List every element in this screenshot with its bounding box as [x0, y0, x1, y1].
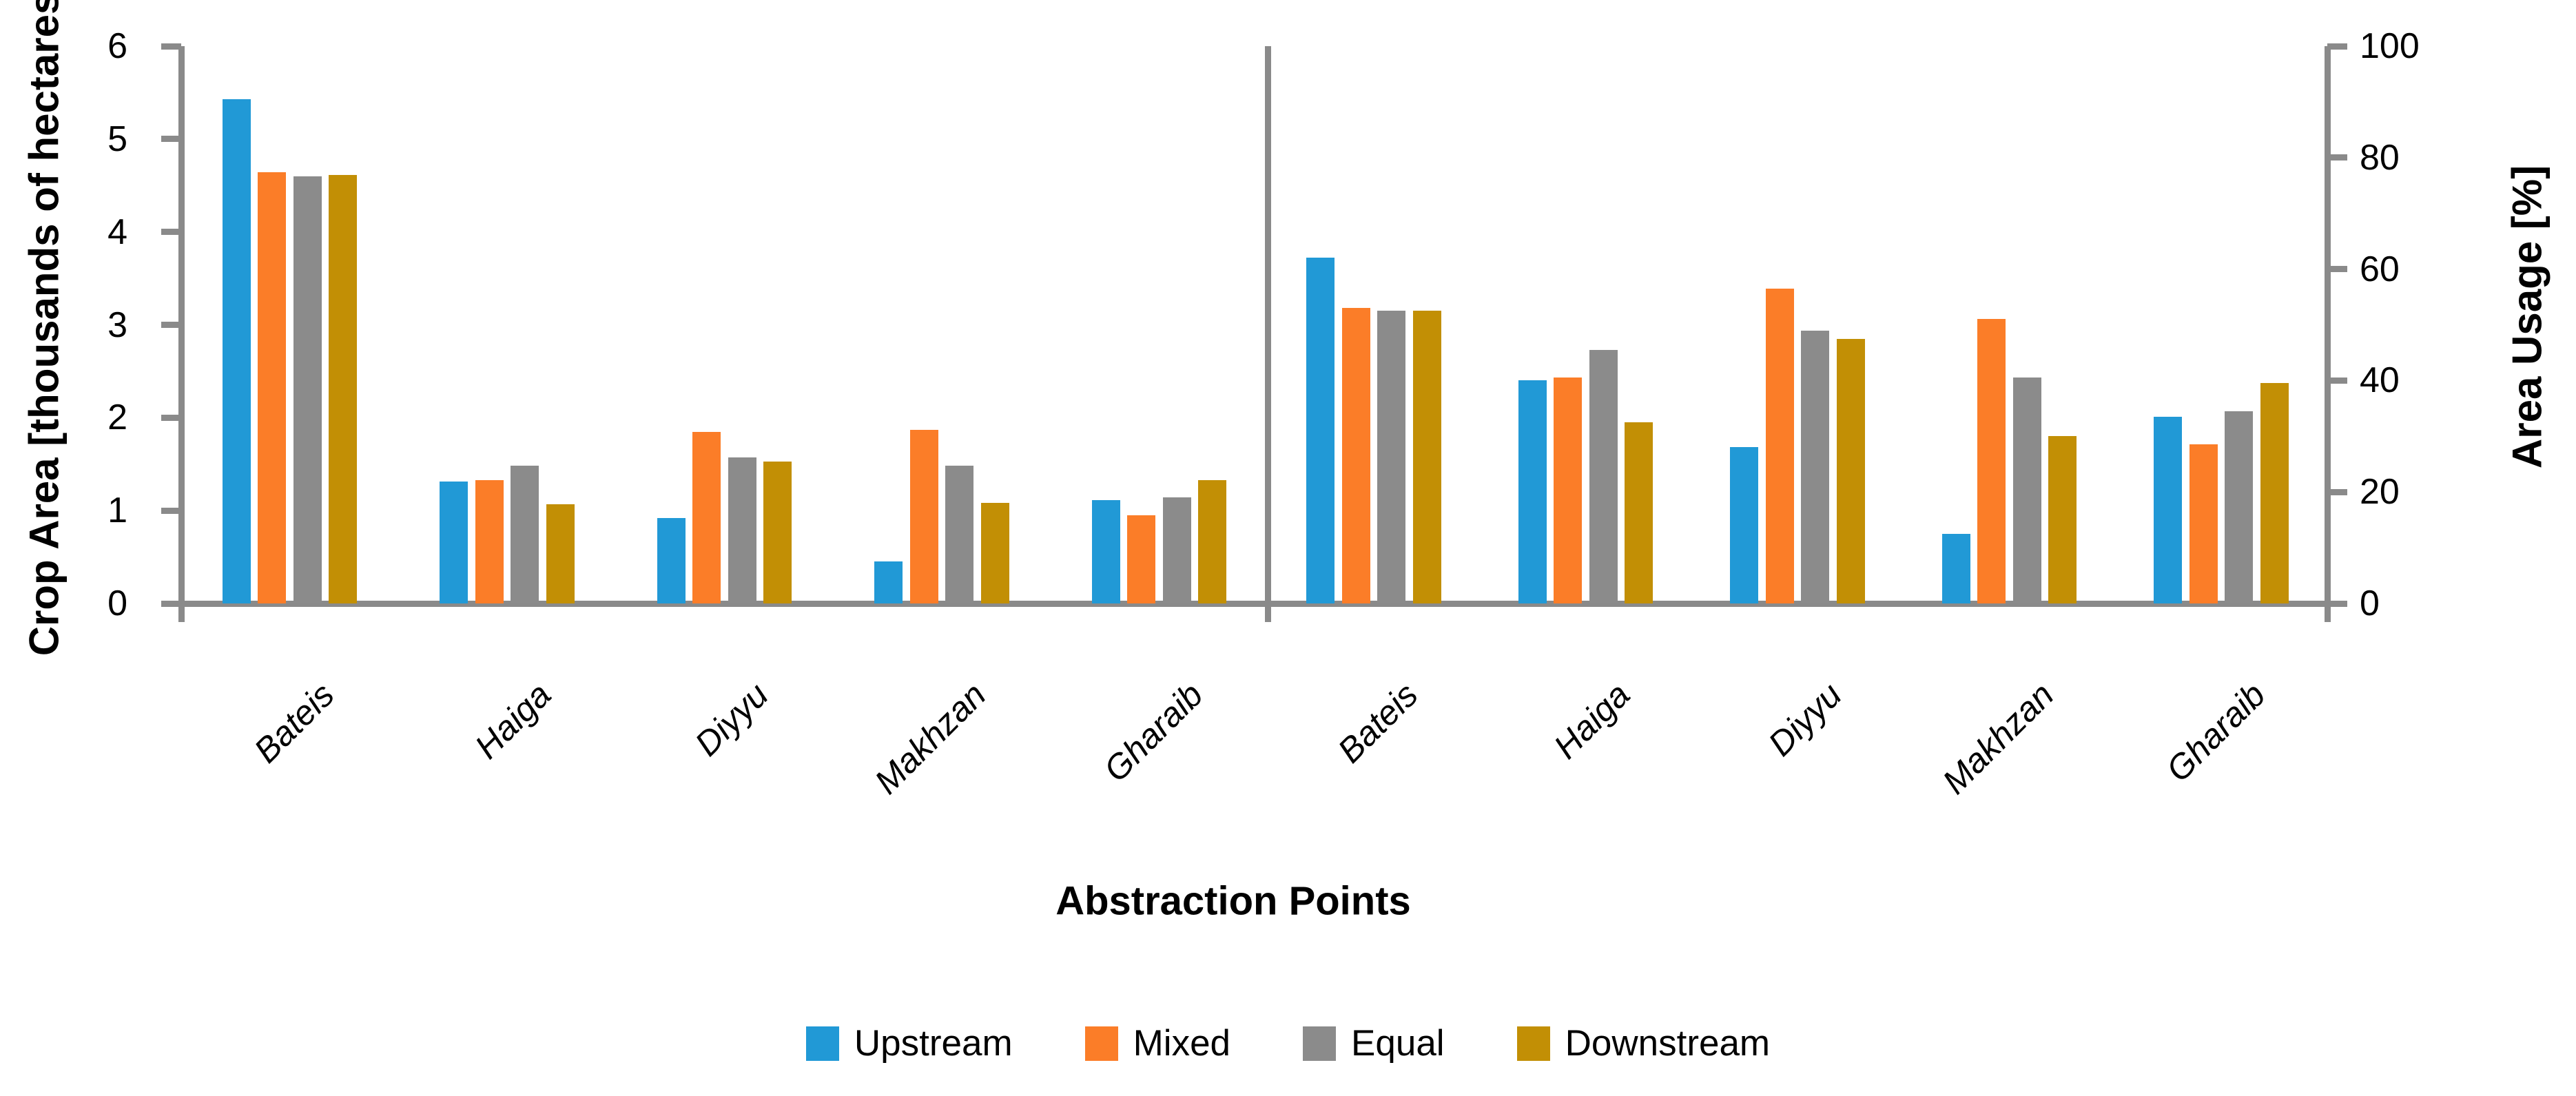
bar-mixed-haiga	[1554, 378, 1583, 603]
left-axis-tick	[161, 136, 181, 143]
legend-label: Downstream	[1565, 1023, 1771, 1064]
bar-equal-bateis	[293, 176, 322, 603]
x-axis-line	[161, 600, 2347, 607]
left-y-tick-label: 0	[107, 583, 127, 623]
x-axis-title: Abstraction Points	[1055, 878, 1411, 924]
bar-equal-bateis	[1377, 311, 1406, 603]
bar-upstream-bateis	[222, 99, 251, 603]
bar-upstream-gharaib	[2154, 416, 2183, 603]
right-y-tick-label: 40	[2360, 360, 2400, 401]
left-y-tick-label: 4	[107, 211, 127, 252]
legend-label: Equal	[1351, 1023, 1445, 1064]
bar-mixed-haiga	[475, 479, 504, 603]
bar-mixed-makhzan	[909, 429, 938, 603]
right-y-tick-label: 80	[2360, 137, 2400, 178]
left-y-axis-title: Crop Area [thousands of hectares]	[21, 0, 68, 656]
legend-swatch-icon	[1303, 1026, 1337, 1061]
category-label: Gharaib	[2158, 675, 2273, 789]
left-y-tick-label: 5	[107, 118, 127, 159]
legend-item-upstream: Upstream	[805, 1023, 1013, 1064]
bar-upstream-makhzan	[1941, 533, 1970, 603]
category-label: Haiga	[1546, 675, 1638, 767]
panel-divider-line	[1264, 46, 1271, 622]
bar-mixed-diyyu	[1765, 288, 1794, 603]
bar-upstream-gharaib	[1091, 500, 1120, 603]
bar-upstream-diyyu	[657, 517, 686, 603]
bar-upstream-diyyu	[1730, 447, 1759, 603]
right-y-tick-label: 60	[2360, 249, 2400, 289]
bar-equal-haiga	[511, 466, 539, 603]
bar-downstream-haiga	[1625, 422, 1653, 603]
legend-item-equal: Equal	[1303, 1025, 1445, 1062]
right-y-tick-label: 0	[2360, 583, 2380, 623]
left-axis-tick	[161, 229, 181, 236]
legend-swatch-icon	[1516, 1026, 1550, 1061]
legend-label: Upstream	[854, 1023, 1013, 1064]
bar-downstream-gharaib	[1198, 479, 1227, 603]
left-axis-tick	[161, 322, 181, 328]
category-label: Makhzan	[1935, 675, 2061, 802]
right-axis-tick	[2327, 488, 2347, 495]
left-y-tick-label: 2	[107, 397, 127, 438]
right-y-tick-label: 20	[2360, 472, 2400, 513]
bar-downstream-makhzan	[2048, 436, 2077, 603]
bar-equal-gharaib	[1162, 497, 1191, 603]
bar-downstream-makhzan	[980, 503, 1009, 603]
bar-downstream-gharaib	[2260, 383, 2289, 603]
category-label: Gharaib	[1096, 675, 1211, 789]
left-y-tick-label: 1	[107, 490, 127, 531]
bar-equal-diyyu	[728, 457, 756, 603]
bar-downstream-haiga	[546, 504, 575, 603]
bar-upstream-haiga	[440, 482, 468, 603]
category-label: Diyyu	[1760, 675, 1849, 764]
bar-mixed-diyyu	[692, 431, 721, 603]
bar-equal-makhzan	[945, 466, 974, 603]
bar-downstream-diyyu	[1836, 338, 1865, 603]
bar-equal-diyyu	[1801, 330, 1830, 603]
right-axis-tick	[2327, 154, 2347, 161]
right-axis-tick	[2327, 266, 2347, 273]
category-label: Bateis	[246, 675, 342, 771]
bar-downstream-diyyu	[763, 461, 792, 603]
bar-downstream-bateis	[329, 175, 358, 603]
legend-item-mixed: Mixed	[1084, 1023, 1231, 1064]
legend-label: Mixed	[1133, 1023, 1231, 1064]
bar-equal-haiga	[1589, 349, 1618, 603]
bar-mixed-bateis	[258, 172, 287, 603]
left-axis-tick	[161, 414, 181, 421]
bar-upstream-makhzan	[874, 561, 903, 603]
right-y-axis-title: Area Usage [%]	[2504, 165, 2551, 469]
legend-swatch-icon	[805, 1026, 839, 1061]
left-axis-tick	[161, 43, 181, 50]
bar-mixed-gharaib	[2189, 444, 2218, 603]
bar-mixed-bateis	[1341, 308, 1370, 603]
bar-upstream-haiga	[1518, 380, 1547, 603]
legend: Upstream Mixed Equal Downstream	[0, 1025, 2576, 1062]
right-axis-tick	[2327, 43, 2347, 50]
bar-downstream-bateis	[1412, 311, 1441, 603]
category-label: Makhzan	[867, 675, 993, 802]
legend-swatch-icon	[1084, 1026, 1118, 1061]
bar-equal-makhzan	[2012, 378, 2041, 603]
bar-upstream-bateis	[1306, 258, 1335, 603]
legend-item-downstream: Downstream	[1516, 1023, 1771, 1064]
right-axis-tick	[2327, 377, 2347, 384]
bar-mixed-makhzan	[1977, 319, 2006, 603]
category-label: Bateis	[1330, 675, 1425, 771]
bar-mixed-gharaib	[1127, 515, 1156, 603]
left-y-tick-label: 3	[107, 304, 127, 345]
category-label: Haiga	[467, 675, 559, 767]
bar-equal-gharaib	[2225, 411, 2254, 603]
right-y-axis-line	[2324, 46, 2331, 622]
right-y-tick-label: 100	[2360, 26, 2420, 66]
left-y-axis-line	[178, 46, 185, 622]
left-axis-tick	[161, 507, 181, 514]
left-y-tick-label: 6	[107, 26, 127, 66]
category-label: Diyyu	[688, 675, 776, 764]
